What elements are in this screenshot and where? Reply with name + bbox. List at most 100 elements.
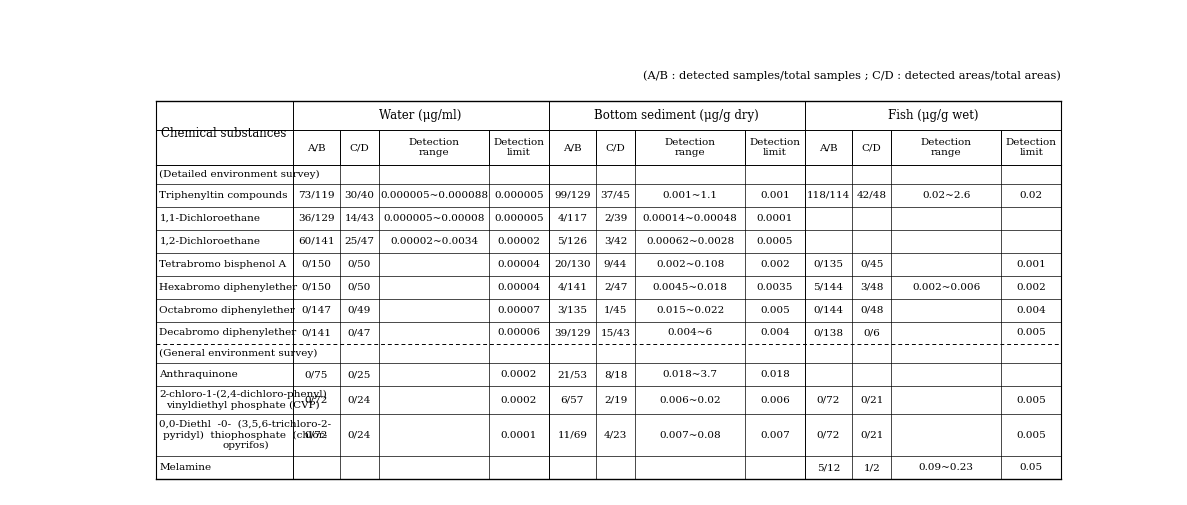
Text: 14/43: 14/43: [344, 214, 374, 223]
Text: 0.018~3.7: 0.018~3.7: [662, 370, 718, 379]
Text: 15/43: 15/43: [601, 328, 630, 337]
Text: Water (μg/ml): Water (μg/ml): [380, 109, 462, 122]
Text: Fish (μg/g wet): Fish (μg/g wet): [888, 109, 978, 122]
Text: 0.000005: 0.000005: [494, 214, 544, 223]
Text: 0.00004: 0.00004: [497, 260, 540, 269]
Text: 0.05: 0.05: [1020, 463, 1042, 472]
Text: 4/23: 4/23: [604, 431, 627, 439]
Text: 5/12: 5/12: [817, 463, 840, 472]
Text: 2/19: 2/19: [604, 395, 627, 405]
Text: 0.004~6: 0.004~6: [667, 328, 712, 337]
Text: Octabromo diphenylether: Octabromo diphenylether: [159, 306, 296, 315]
Text: 0/24: 0/24: [348, 431, 372, 439]
Text: 0.0005: 0.0005: [757, 237, 793, 246]
Text: 1/2: 1/2: [863, 463, 880, 472]
Text: 0.007: 0.007: [760, 431, 789, 439]
Text: 0.02~2.6: 0.02~2.6: [922, 191, 971, 200]
Text: 0/147: 0/147: [301, 306, 331, 315]
Text: 5/126: 5/126: [558, 237, 588, 246]
Text: 42/48: 42/48: [857, 191, 887, 200]
Text: A/B: A/B: [819, 143, 838, 152]
Text: Detection
limit: Detection limit: [1005, 138, 1056, 157]
Text: 3/48: 3/48: [861, 283, 883, 291]
Text: 9/44: 9/44: [604, 260, 627, 269]
Text: 21/53: 21/53: [558, 370, 588, 379]
Text: 0.005: 0.005: [1016, 328, 1046, 337]
Text: 0/150: 0/150: [301, 260, 331, 269]
Text: Triphenyltin compounds: Triphenyltin compounds: [159, 191, 288, 200]
Text: 1,1-Dichloroethane: 1,1-Dichloroethane: [159, 214, 260, 223]
Text: 0/150: 0/150: [301, 283, 331, 291]
Text: 36/129: 36/129: [298, 214, 335, 223]
Text: 0.005: 0.005: [760, 306, 789, 315]
Text: 0.00014~0.00048: 0.00014~0.00048: [642, 214, 737, 223]
Text: 0.0035: 0.0035: [757, 283, 793, 291]
Text: 60/141: 60/141: [298, 237, 335, 246]
Text: 0/6: 0/6: [863, 328, 880, 337]
Text: 0.0001: 0.0001: [501, 431, 537, 439]
Text: 0/72: 0/72: [817, 431, 840, 439]
Text: 0.001: 0.001: [760, 191, 789, 200]
Text: 25/47: 25/47: [344, 237, 374, 246]
Text: 0,0-Diethl  -0-  (3,5,6-trichloro-2-
pyridyl)  thiophosphate  (chlor-
opyrifos): 0,0-Diethl -0- (3,5,6-trichloro-2- pyrid…: [159, 420, 331, 450]
Text: 0/47: 0/47: [348, 328, 372, 337]
Text: 8/18: 8/18: [604, 370, 627, 379]
Text: 0/48: 0/48: [861, 306, 883, 315]
Text: 0.09~0.23: 0.09~0.23: [919, 463, 973, 472]
Text: Detection
limit: Detection limit: [494, 138, 545, 157]
Text: 3/42: 3/42: [604, 237, 627, 246]
Text: 0.00007: 0.00007: [497, 306, 540, 315]
Text: Chemical substances: Chemical substances: [161, 127, 287, 140]
Text: 0/141: 0/141: [301, 328, 331, 337]
Text: 0.02: 0.02: [1020, 191, 1042, 200]
Text: 0.0002: 0.0002: [501, 395, 537, 405]
Text: 0/21: 0/21: [861, 395, 883, 405]
Text: 20/130: 20/130: [554, 260, 591, 269]
Text: C/D: C/D: [349, 143, 369, 152]
Text: 73/119: 73/119: [298, 191, 335, 200]
Text: Hexabromo diphenylether: Hexabromo diphenylether: [159, 283, 298, 291]
Text: 0/50: 0/50: [348, 283, 372, 291]
Text: 30/40: 30/40: [344, 191, 374, 200]
Text: 0.00006: 0.00006: [497, 328, 540, 337]
Text: Detection
range: Detection range: [921, 138, 972, 157]
Text: 0.0002: 0.0002: [501, 370, 537, 379]
Text: 0/72: 0/72: [305, 395, 328, 405]
Text: 0.001~1.1: 0.001~1.1: [662, 191, 718, 200]
Text: Detection
range: Detection range: [408, 138, 459, 157]
Text: 4/141: 4/141: [558, 283, 588, 291]
Text: 0.0001: 0.0001: [757, 214, 793, 223]
Text: 0.00002~0.0034: 0.00002~0.0034: [389, 237, 478, 246]
Text: 0.002: 0.002: [1016, 283, 1046, 291]
Text: C/D: C/D: [862, 143, 882, 152]
Text: 0.00062~0.0028: 0.00062~0.0028: [646, 237, 735, 246]
Text: 0.00002: 0.00002: [497, 237, 540, 246]
Text: 0/135: 0/135: [813, 260, 844, 269]
Text: 0/72: 0/72: [305, 431, 328, 439]
Text: 0/72: 0/72: [817, 395, 840, 405]
Text: 0.00004: 0.00004: [497, 283, 540, 291]
Text: 4/117: 4/117: [558, 214, 588, 223]
Text: 0.005: 0.005: [1016, 395, 1046, 405]
Text: 0.002~0.108: 0.002~0.108: [656, 260, 724, 269]
Text: 0.001: 0.001: [1016, 260, 1046, 269]
Text: 0/45: 0/45: [861, 260, 883, 269]
Text: Detection
range: Detection range: [665, 138, 716, 157]
Text: 0.0045~0.018: 0.0045~0.018: [653, 283, 728, 291]
Text: Melamine: Melamine: [159, 463, 211, 472]
Text: (General environment survey): (General environment survey): [159, 349, 318, 359]
Text: (Detailed environment survey): (Detailed environment survey): [159, 170, 320, 179]
Text: 0/144: 0/144: [813, 306, 844, 315]
Text: A/B: A/B: [307, 143, 325, 152]
Text: 1/45: 1/45: [604, 306, 627, 315]
Text: 0.004: 0.004: [760, 328, 789, 337]
Text: 2/47: 2/47: [604, 283, 627, 291]
Text: 0/49: 0/49: [348, 306, 372, 315]
Text: 0/50: 0/50: [348, 260, 372, 269]
Text: 0.007~0.08: 0.007~0.08: [659, 431, 721, 439]
Text: 0.000005~0.000088: 0.000005~0.000088: [380, 191, 488, 200]
Text: 11/69: 11/69: [558, 431, 588, 439]
Text: A/B: A/B: [563, 143, 582, 152]
Text: Bottom sediment (μg/g dry): Bottom sediment (μg/g dry): [595, 109, 760, 122]
Text: (A/B : detected samples/total samples ; C/D : detected areas/total areas): (A/B : detected samples/total samples ; …: [643, 70, 1061, 81]
